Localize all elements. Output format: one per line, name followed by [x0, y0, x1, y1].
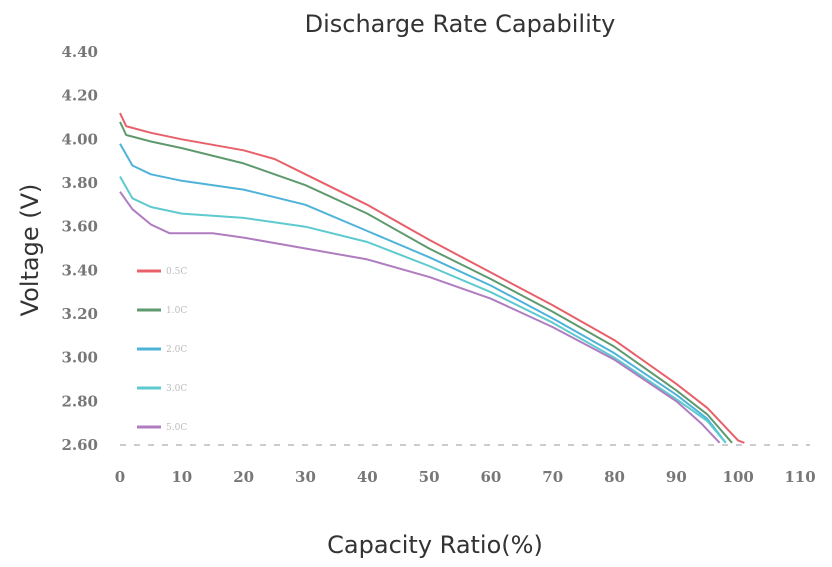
legend-label: 5.0C: [166, 423, 187, 433]
x-tick-label: 30: [295, 468, 316, 486]
series-line-1.0C: [119, 121, 733, 444]
y-tick-label: 3.40: [61, 261, 98, 279]
y-tick-label: 2.60: [61, 436, 98, 454]
y-tick-label: 4.00: [61, 130, 98, 148]
x-tick-label: 50: [419, 468, 440, 486]
legend-label: 0.5C: [166, 267, 187, 277]
x-tick-label: 80: [604, 468, 625, 486]
y-tick-label: 2.80: [61, 392, 98, 410]
series-line-5.0C: [119, 191, 721, 444]
x-axis-label: Capacity Ratio(%): [327, 531, 543, 559]
x-tick-label: 70: [542, 468, 563, 486]
series-line-0.5C: [119, 112, 745, 444]
x-tick-label: 90: [666, 468, 687, 486]
legend-label: 1.0C: [166, 306, 187, 316]
x-tick-label: 0: [115, 468, 125, 486]
series-line-2.0C: [119, 143, 727, 444]
y-tick-label: 3.60: [61, 218, 98, 236]
x-tick-label: 10: [171, 468, 192, 486]
y-tick-label: 4.40: [61, 43, 98, 61]
x-tick-label: 110: [784, 468, 815, 486]
x-tick-label: 60: [480, 468, 501, 486]
series-line-3.0C: [119, 176, 727, 444]
legend-label: 2.0C: [166, 345, 187, 355]
x-tick-label: 40: [357, 468, 378, 486]
y-tick-label: 3.00: [61, 349, 98, 367]
y-axis-label: Voltage (V): [16, 184, 44, 317]
chart-title: Discharge Rate Capability: [305, 10, 616, 38]
x-tick-label: 20: [233, 468, 254, 486]
y-tick-label: 4.20: [61, 87, 98, 105]
y-tick-label: 3.20: [61, 305, 98, 323]
legend-label: 3.0C: [166, 384, 187, 394]
x-tick-label: 100: [723, 468, 754, 486]
y-tick-label: 3.80: [61, 174, 98, 192]
